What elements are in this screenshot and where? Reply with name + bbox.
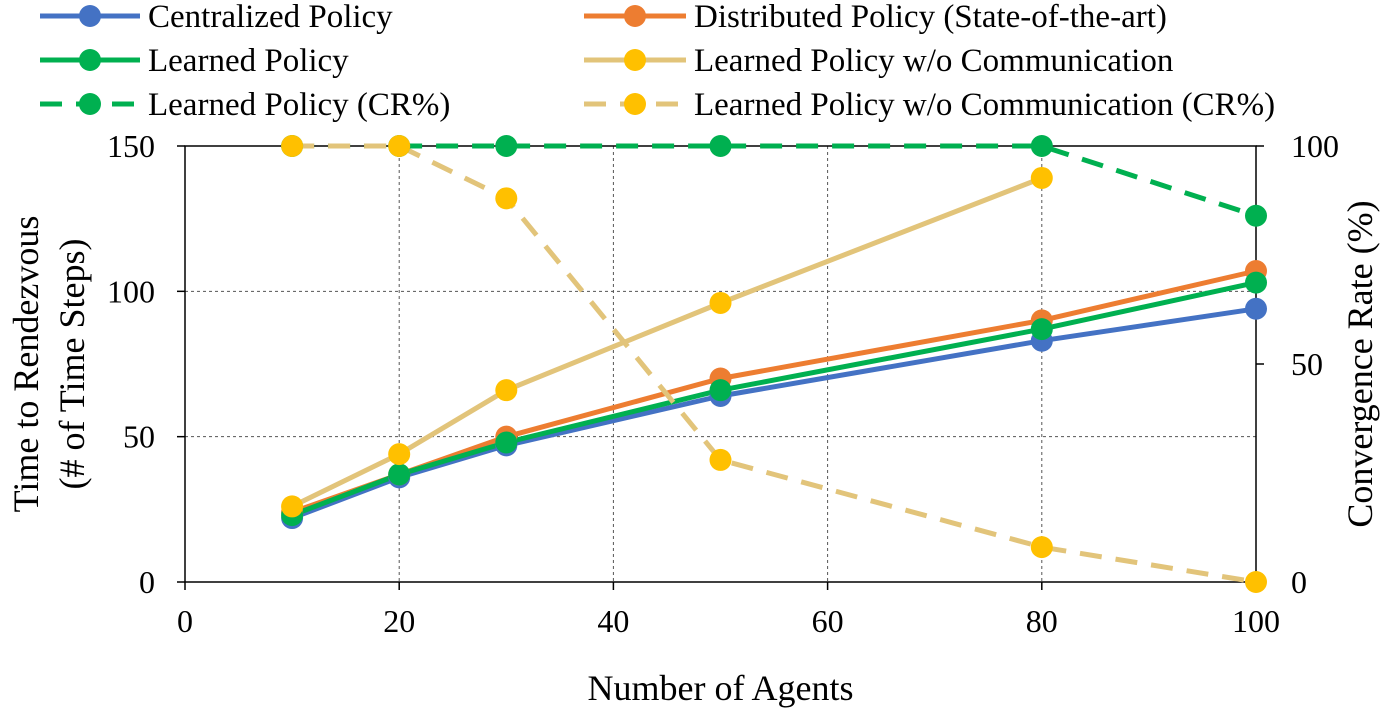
legend-marker-4: [79, 93, 101, 115]
legend-marker-1: [624, 5, 646, 27]
series-line-4: [292, 143, 1257, 219]
series-5-point: [281, 135, 304, 157]
y-axis-title-line2: (# of Time Steps): [52, 238, 92, 489]
series-line-0: [291, 306, 1257, 521]
axes-layer: 0 20 40 60 80 100 0 50 100 150 0 50 100 Number of Age…: [6, 128, 1380, 708]
series-5-point: [1245, 571, 1267, 593]
legend-marker-0: [79, 5, 101, 27]
legend-layer: Centralized Policy Distributed Policy (St…: [40, 0, 1275, 123]
legend-marker-3: [624, 49, 646, 71]
series-2-point: [1030, 318, 1053, 341]
series-4-point: [1030, 135, 1053, 157]
legend-label-3: Learned Policy w/o Communication: [694, 43, 1173, 79]
plot-frame: [184, 145, 1257, 583]
series-3-point: [1030, 166, 1053, 189]
series-4-point: [495, 135, 518, 157]
y2-tick-label: 0: [1291, 564, 1307, 600]
series-3-point: [388, 443, 411, 466]
series-3-point: [281, 495, 304, 518]
x-tick-label: 0: [177, 603, 193, 639]
series-3-point: [709, 291, 732, 314]
x-tick-label: 20: [383, 603, 415, 639]
x-axis-title: Number of Agents: [588, 668, 854, 708]
x-tick-label: 60: [812, 603, 844, 639]
series-5-point: [495, 187, 518, 210]
legend-label-2: Learned Policy: [148, 43, 349, 79]
series-line-2: [291, 280, 1257, 518]
series-2-point: [388, 463, 411, 486]
legend-label-5: Learned Policy w/o Communication (CR%): [694, 87, 1275, 123]
x-tick-label: 100: [1232, 603, 1280, 639]
series-4-point: [709, 135, 732, 157]
series-2-point: [495, 431, 518, 454]
series-layer: [281, 135, 1267, 593]
x-tick-label: 40: [597, 603, 629, 639]
legend-marker-5: [624, 93, 646, 115]
series-3-point: [495, 379, 518, 402]
series-5-point: [709, 448, 732, 471]
y-tick-label: 150: [107, 128, 155, 164]
series-2-point: [1245, 271, 1267, 294]
y2-tick-label: 100: [1291, 128, 1339, 164]
series-5-point: [388, 135, 411, 157]
y2-tick-label: 50: [1291, 346, 1323, 382]
series-4-point: [1245, 204, 1267, 227]
y-axis-title-line1: Time to Rendezvous: [6, 216, 46, 513]
x-tick-label: 80: [1026, 603, 1058, 639]
series-0-point: [1245, 297, 1267, 320]
grid-layer: [185, 145, 1256, 582]
y-tick-label: 0: [139, 564, 155, 600]
legend-label-0: Centralized Policy: [148, 0, 393, 35]
y-tick-label: 50: [123, 419, 155, 455]
y2-axis-title: Convergence Rate (%): [1340, 200, 1380, 527]
series-5-point: [1030, 536, 1053, 559]
legend-label-4: Learned Policy (CR%): [148, 87, 450, 123]
series-2-point: [709, 379, 732, 402]
legend-marker-2: [79, 49, 101, 71]
y-tick-label: 100: [107, 273, 155, 309]
series-line-5: [292, 143, 1257, 585]
legend-label-1: Distributed Policy (State-of-the-art): [694, 0, 1167, 35]
